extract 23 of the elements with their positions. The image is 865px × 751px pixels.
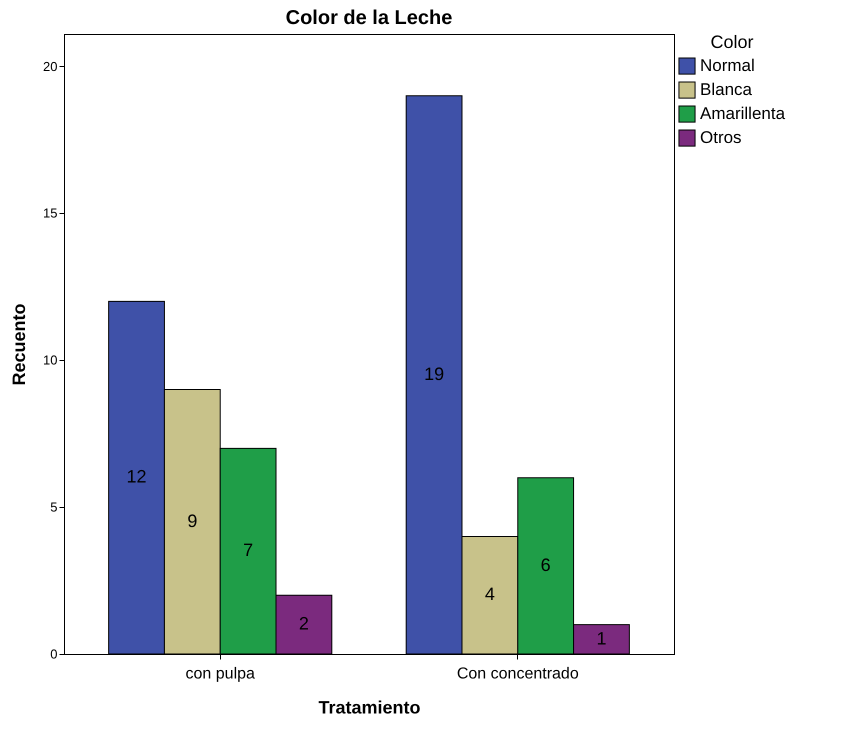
y-tick-label: 10 xyxy=(43,352,58,368)
data-label: 19 xyxy=(424,364,444,384)
data-label: 1 xyxy=(596,628,606,648)
data-label: 6 xyxy=(540,554,551,575)
legend-label: Normal xyxy=(700,56,755,75)
x-tick-label: con pulpa xyxy=(186,666,256,682)
legend-label: Otros xyxy=(700,128,742,147)
y-tick-label: 15 xyxy=(43,206,58,221)
legend-label: Blanca xyxy=(700,80,753,99)
legend-label: Amarillenta xyxy=(700,104,786,123)
y-tick-label: 20 xyxy=(43,58,58,74)
chart-title: Color de la Leche xyxy=(286,7,452,29)
x-tick-label: Con concentrado xyxy=(456,666,579,682)
data-label: 7 xyxy=(243,540,254,560)
data-label: 2 xyxy=(298,614,309,634)
y-tick-label: 5 xyxy=(50,500,58,515)
y-tick-label: 0 xyxy=(50,646,58,662)
legend-title: Color xyxy=(710,32,754,52)
y-axis-title: Recuento xyxy=(9,303,30,386)
data-label: 4 xyxy=(484,584,495,604)
data-label: 12 xyxy=(126,466,147,487)
x-axis-title: Tratamiento xyxy=(318,698,421,718)
data-label: 9 xyxy=(187,510,198,531)
